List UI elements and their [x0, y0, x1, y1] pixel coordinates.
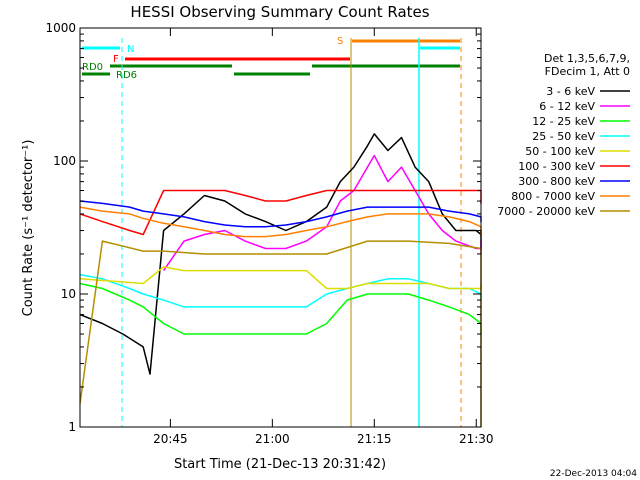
legend-label: 3 - 6 keV	[546, 85, 595, 98]
series-line	[79, 273, 482, 308]
series-line	[79, 206, 482, 238]
flag-label: F	[113, 54, 119, 65]
series-line	[79, 266, 482, 290]
legend-label: 50 - 100 keV	[525, 145, 595, 158]
plot-frame	[79, 27, 482, 428]
flag-label: RD6	[116, 70, 137, 81]
legend-label: 300 - 800 keV	[518, 175, 595, 188]
chart-title: HESSI Observing Summary Count Rates	[130, 3, 429, 21]
legend-label: 6 - 12 keV	[539, 100, 595, 113]
x-axis: 20:45 21:00 21:15 21:30	[153, 28, 494, 446]
legend-header: Det 1,3,5,6,7,9,	[544, 52, 630, 65]
flag-label: RD0	[82, 62, 103, 73]
series-layer	[79, 133, 482, 427]
y-axis-label: Count Rate (s⁻¹ detector⁻¹)	[21, 140, 36, 317]
observing-flags-layer: NF S RD0 RD6	[82, 36, 462, 427]
x-tick-label: 21:15	[357, 432, 392, 446]
date-stamp: 22-Dec-2013 04:04	[550, 469, 637, 479]
legend-label: 7000 - 20000 keV	[497, 205, 595, 218]
y-tick-label: 100	[53, 154, 76, 168]
legend-header: FDecim 1, Att 0	[545, 65, 630, 78]
series-line	[79, 133, 482, 375]
series-line	[79, 189, 482, 236]
series-line	[79, 240, 482, 427]
legend-label: 800 - 7000 keV	[511, 190, 595, 203]
series-line	[79, 282, 482, 335]
x-axis-label: Start Time (21-Dec-13 20:31:42)	[174, 457, 386, 472]
legend-label: 25 - 50 keV	[532, 130, 595, 143]
x-tick-label: 21:30	[459, 432, 494, 446]
series-line	[79, 200, 482, 228]
x-tick-label: 21:00	[255, 432, 290, 446]
flag-label: N	[127, 44, 134, 55]
legend-label: 12 - 25 keV	[532, 115, 595, 128]
legend-label: 100 - 300 keV	[518, 160, 595, 173]
x-tick-label: 20:45	[153, 432, 188, 446]
y-tick-label: 1	[68, 420, 76, 434]
y-tick-label: 10	[61, 287, 76, 301]
y-axis: 1 10 100 1000	[45, 21, 481, 434]
flag-label: S	[337, 36, 343, 47]
legend: Det 1,3,5,6,7,9,FDecim 1, Att 0 3 - 6 keV…	[497, 52, 630, 218]
y-tick-label: 1000	[45, 21, 76, 35]
